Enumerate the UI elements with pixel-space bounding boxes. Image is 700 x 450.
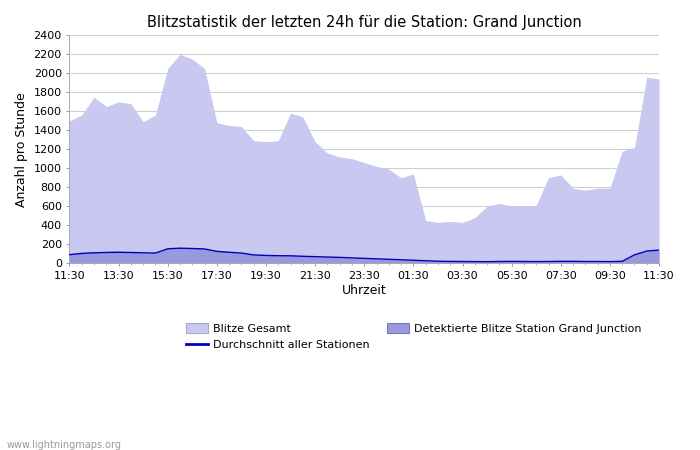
Y-axis label: Anzahl pro Stunde: Anzahl pro Stunde (15, 92, 28, 207)
Text: www.lightningmaps.org: www.lightningmaps.org (7, 440, 122, 450)
Legend: Blitze Gesamt, Durchschnitt aller Stationen, Detektierte Blitze Station Grand Ju: Blitze Gesamt, Durchschnitt aller Statio… (181, 319, 646, 355)
Title: Blitzstatistik der letzten 24h für die Station: Grand Junction: Blitzstatistik der letzten 24h für die S… (147, 15, 582, 30)
X-axis label: Uhrzeit: Uhrzeit (342, 284, 386, 297)
